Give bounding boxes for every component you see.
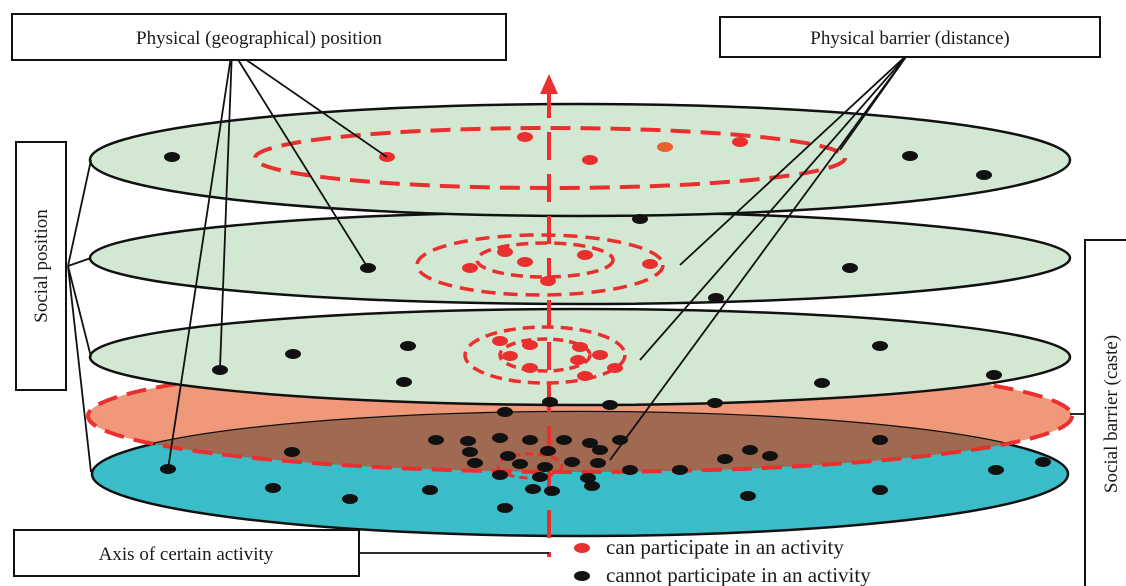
- black-dot-50: [742, 445, 758, 455]
- social-barrier-box: Social barrier (caste): [1084, 239, 1126, 586]
- red-dot-23: [522, 340, 538, 350]
- black-dot-20: [400, 341, 416, 351]
- black-dot-71: [762, 451, 778, 461]
- black-dot-57: [590, 458, 606, 468]
- black-dot-56: [564, 457, 580, 467]
- red-dot-5: [732, 137, 748, 147]
- red-dot-30: [607, 363, 623, 373]
- black-dot-53: [467, 458, 483, 468]
- legend-cannot: cannot participate in an activity: [606, 563, 871, 586]
- black-dot-58: [622, 465, 638, 475]
- red-dot-25: [572, 342, 588, 352]
- red-dot-15: [642, 259, 658, 269]
- red-dot-3: [582, 155, 598, 165]
- black-dot-66: [342, 494, 358, 504]
- black-dot-70: [717, 454, 733, 464]
- black-dot-63: [544, 486, 560, 496]
- red-dot-13: [540, 276, 556, 286]
- black-dot-64: [584, 481, 600, 491]
- black-dot-48: [592, 445, 608, 455]
- inner-barrier-circle: [496, 452, 564, 480]
- social-barrier-label: Social barrier (caste): [1101, 335, 1122, 493]
- social-position-box: Social position: [15, 141, 67, 391]
- black-dot-62: [525, 484, 541, 494]
- black-dot-75: [1035, 457, 1051, 467]
- plane-1: [88, 102, 1072, 218]
- black-dot-72: [740, 491, 756, 501]
- red-dot-11: [497, 247, 513, 257]
- legend-red-dot: [574, 543, 590, 553]
- black-dot-18: [212, 365, 228, 375]
- axis-activity-box: Axis of certain activity: [13, 529, 360, 577]
- black-dot-41: [522, 435, 538, 445]
- black-dot-46: [500, 451, 516, 461]
- black-dot-19: [285, 349, 301, 359]
- legend: can participate in an activity cannot pa…: [574, 535, 871, 586]
- red-dot-26: [592, 350, 608, 360]
- black-dot-39: [460, 436, 476, 446]
- legend-black-dot: [574, 571, 590, 581]
- red-dot-28: [522, 363, 538, 373]
- axis-activity-label: Axis of certain activity: [99, 544, 274, 565]
- black-dot-34: [497, 407, 513, 417]
- red-dot-27: [570, 355, 586, 365]
- black-dot-8: [632, 214, 648, 224]
- red-dot-12: [517, 257, 533, 267]
- black-dot-67: [422, 485, 438, 495]
- black-dot-65: [265, 483, 281, 493]
- legend-can: can participate in an activity: [606, 535, 844, 559]
- black-dot-21: [396, 377, 412, 387]
- activity-axis: [359, 74, 558, 557]
- black-dot-6: [902, 151, 918, 161]
- connector-lines: [67, 49, 1084, 473]
- black-dot-42: [556, 435, 572, 445]
- black-dot-47: [540, 446, 556, 456]
- black-dot-32: [814, 378, 830, 388]
- black-dot-60: [532, 472, 548, 482]
- black-dot-74: [988, 465, 1004, 475]
- black-dot-55: [537, 462, 553, 472]
- black-dot-31: [872, 341, 888, 351]
- red-dot-29: [577, 371, 593, 381]
- black-dot-43: [582, 438, 598, 448]
- black-dot-61: [580, 473, 596, 483]
- black-dot-44: [612, 435, 628, 445]
- physical-barrier-box: Physical barrier (distance): [719, 16, 1101, 58]
- red-dot-2: [517, 132, 533, 142]
- red-dot-4: [657, 142, 673, 152]
- black-dot-69: [672, 465, 688, 475]
- red-dot-14: [577, 250, 593, 260]
- black-dot-49: [284, 447, 300, 457]
- black-dot-33: [986, 370, 1002, 380]
- black-dot-16: [842, 263, 858, 273]
- physical-position-box: Physical (geographical) position: [11, 13, 507, 61]
- black-dot-45: [462, 447, 478, 457]
- physical-barrier-label: Physical barrier (distance): [810, 28, 1009, 49]
- black-dot-54: [512, 459, 528, 469]
- overlap-region: [92, 412, 1068, 472]
- black-dot-38: [428, 435, 444, 445]
- black-dot-59: [492, 470, 508, 480]
- red-dot-24: [502, 351, 518, 361]
- black-dot-68: [497, 503, 513, 513]
- social-position-label: Social position: [31, 209, 52, 323]
- dots: [160, 132, 1051, 513]
- black-dot-40: [492, 433, 508, 443]
- black-dot-36: [602, 400, 618, 410]
- black-dot-73: [872, 485, 888, 495]
- black-dot-17: [708, 293, 724, 303]
- black-dot-7: [976, 170, 992, 180]
- red-dot-22: [492, 336, 508, 346]
- black-dot-51: [872, 435, 888, 445]
- black-dot-35: [542, 397, 558, 407]
- black-dot-37: [707, 398, 723, 408]
- black-dot-0: [164, 152, 180, 162]
- physical-position-label: Physical (geographical) position: [136, 28, 382, 49]
- red-dot-10: [462, 263, 478, 273]
